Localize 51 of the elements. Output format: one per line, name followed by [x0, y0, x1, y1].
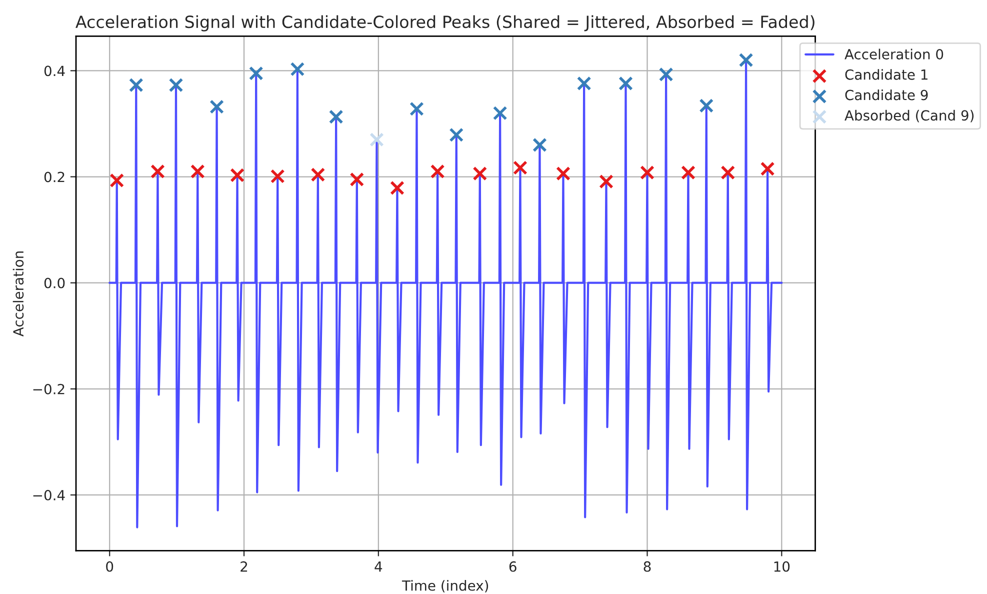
y-tick-label: 0.4 — [44, 66, 65, 76]
chart-title: Acceleration Signal with Candidate-Colored Peaks (Shared = Jittered, Absorbed = Faded) — [76, 15, 814, 32]
point — [150, 164, 165, 179]
point — [168, 78, 184, 92]
point — [248, 66, 264, 81]
point — [328, 110, 344, 124]
point — [738, 52, 754, 68]
point — [640, 165, 654, 180]
x-axis-title: Time (index) — [402, 580, 488, 592]
y-tick-label: −0.4 — [33, 490, 65, 500]
x-tick-label: 2 — [240, 561, 248, 572]
point — [449, 128, 464, 142]
point — [110, 173, 124, 188]
x-tick-label: 10 — [774, 561, 790, 572]
point — [430, 164, 445, 179]
point — [681, 165, 696, 180]
point — [720, 165, 736, 180]
y-tick-label: −0.2 — [33, 384, 64, 394]
point — [390, 180, 404, 196]
x-tick-label: 0 — [106, 561, 114, 572]
point — [492, 106, 508, 120]
point — [270, 169, 285, 184]
point — [370, 132, 384, 147]
legend-label: Absorbed (Cand 9) — [844, 110, 974, 122]
point — [699, 98, 714, 113]
legend-label: Candidate 1 — [845, 69, 928, 80]
y-axis-title: Acceleration — [12, 251, 24, 336]
point — [190, 164, 205, 179]
point — [310, 167, 326, 182]
x-tick-label: 6 — [509, 561, 516, 572]
point — [513, 160, 528, 175]
point — [472, 166, 488, 181]
point — [556, 166, 570, 181]
point — [290, 62, 305, 76]
point — [410, 102, 424, 116]
x-tick-label: 8 — [644, 561, 651, 572]
point — [128, 78, 144, 92]
legend-label: Candidate 9 — [845, 90, 928, 100]
legend-label: Acceleration 0 — [844, 48, 944, 60]
point — [210, 100, 224, 114]
point — [618, 76, 633, 91]
y-tick-label: 0.2 — [44, 172, 64, 182]
y-tick-label: 0.0 — [44, 278, 65, 288]
point — [350, 172, 364, 187]
x-tick-label: 4 — [374, 561, 382, 572]
point — [760, 162, 775, 176]
point — [658, 67, 674, 82]
point — [230, 168, 244, 182]
point — [532, 138, 547, 152]
point — [599, 174, 614, 189]
point — [576, 76, 592, 91]
